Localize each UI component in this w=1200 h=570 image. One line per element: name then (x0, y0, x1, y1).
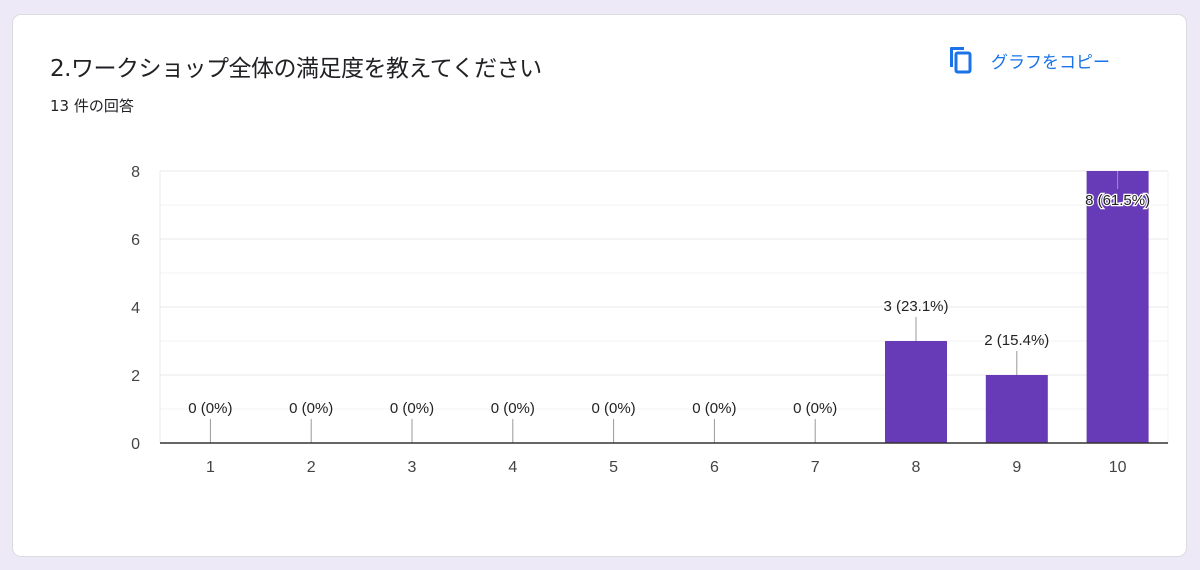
bar (1086, 171, 1149, 443)
y-tick-label: 8 (131, 164, 140, 181)
x-tick-label: 1 (206, 459, 215, 476)
x-tick-label: 5 (609, 459, 618, 476)
x-tick-label: 7 (811, 459, 820, 476)
y-tick-label: 6 (131, 232, 140, 249)
data-label: 0 (0%) (692, 400, 736, 417)
data-label: 0 (0%) (390, 400, 434, 417)
y-tick-label: 4 (131, 300, 140, 317)
bar (885, 341, 947, 443)
copy-chart-label: グラフをコピー (991, 52, 1110, 73)
x-tick-label: 2 (307, 459, 316, 476)
data-label: 0 (0%) (289, 400, 333, 417)
y-tick-label: 0 (131, 436, 140, 453)
x-tick-label: 8 (912, 459, 921, 476)
data-label: 2 (15.4%) (984, 332, 1049, 349)
response-count: 13 件の回答 (50, 97, 134, 115)
question-title: 2.ワークショップ全体の満足度を教えてください (50, 56, 542, 82)
x-tick-label: 9 (1012, 459, 1021, 476)
data-label: 0 (0%) (188, 400, 232, 417)
x-tick-label: 3 (408, 459, 417, 476)
data-label: 0 (0%) (592, 400, 636, 417)
data-label: 0 (0%) (793, 400, 837, 417)
question-card: 2.ワークショップ全体の満足度を教えてください 13 件の回答 グラフをコピー (12, 14, 1187, 557)
x-tick-label: 10 (1109, 459, 1127, 476)
data-label: 8 (61.5%) (1085, 192, 1150, 209)
data-label: 3 (23.1%) (883, 298, 948, 315)
copy-chart-button[interactable]: グラフをコピー (947, 45, 1110, 75)
y-tick-label: 2 (131, 368, 140, 385)
copy-icon (950, 47, 972, 74)
bar (985, 375, 1048, 443)
x-tick-label: 4 (508, 459, 517, 476)
x-tick-label: 6 (710, 459, 719, 476)
data-label: 0 (0%) (491, 400, 535, 417)
